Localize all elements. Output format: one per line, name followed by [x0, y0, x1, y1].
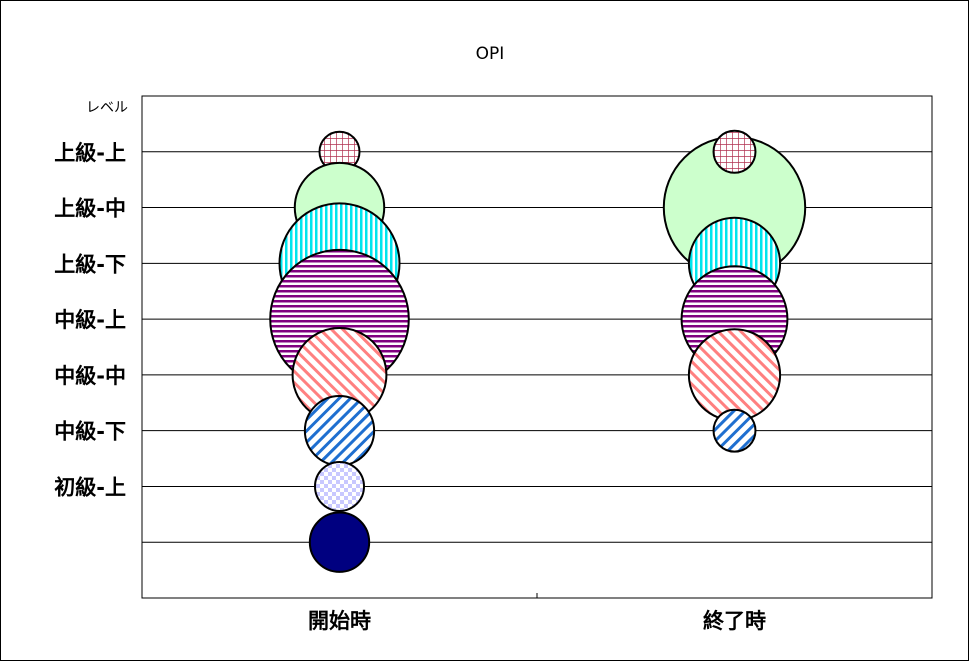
bubble — [305, 396, 374, 465]
bubble — [714, 131, 756, 173]
y-axis-title: レベル — [86, 100, 128, 116]
y-axis-labels: 上級-上上級-中上級-下中級-上中級-中中級-下初級-上 — [54, 141, 126, 500]
y-tick-label: 中級-下 — [54, 420, 126, 444]
bubble — [310, 513, 369, 572]
bubble — [315, 462, 364, 511]
chart-title: OPI — [476, 44, 505, 64]
bubble — [689, 329, 780, 420]
y-tick-label: 初級-上 — [54, 475, 126, 499]
y-tick-label: 上級-上 — [54, 141, 126, 165]
bubble — [714, 410, 756, 452]
x-tick-label: 開始時 — [308, 609, 371, 633]
y-tick-label: 上級-中 — [54, 197, 126, 221]
x-tick-label: 終了時 — [703, 609, 766, 633]
plot-area — [142, 96, 932, 598]
y-tick-label: 中級-中 — [54, 364, 126, 388]
y-tick-label: 上級-下 — [54, 252, 126, 276]
x-axis-labels: 開始時 終了時 — [308, 609, 766, 633]
y-tick-label: 中級-上 — [54, 308, 126, 332]
